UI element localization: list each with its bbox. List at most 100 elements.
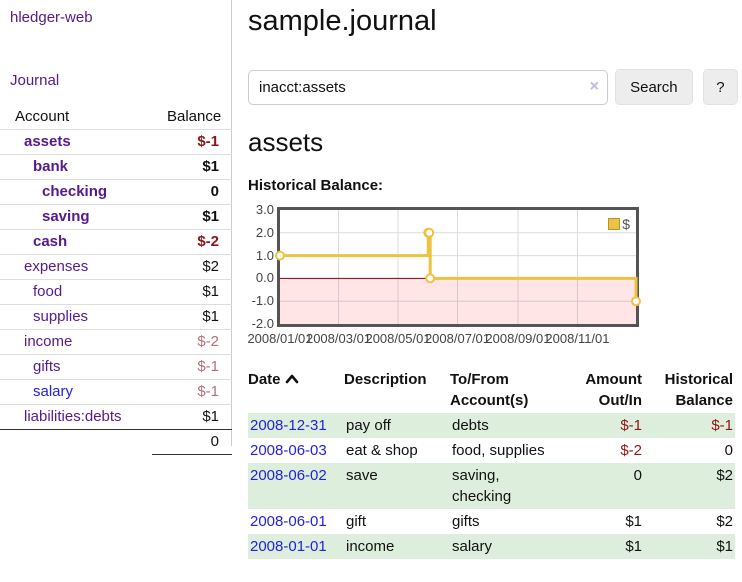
transaction-balance: $-1 [711,417,733,434]
x-tick-label: 2008/11/01 [545,331,610,346]
account-row: cash $-2 [0,229,232,254]
register-row: 2008-06-02 save saving, checking 0 $2 [248,463,735,509]
account-link-bank[interactable]: bank [33,158,69,175]
register-row: 2008-01-01 income salary $1 $1 [248,534,735,559]
transaction-balance: $2 [716,467,733,484]
transaction-amount: 0 [633,467,642,484]
transaction-date-link[interactable]: 2008-01-01 [250,538,327,555]
account-row: salary $-1 [0,379,232,404]
y-tick-label: 1.0 [255,247,274,263]
account-link-cash[interactable]: cash [33,233,68,250]
account-link-assets[interactable]: assets [24,133,71,150]
transaction-description: eat & shop [346,442,418,459]
x-tick-label: 2008/03/01 [305,331,372,346]
account-link-salary[interactable]: salary [33,383,74,400]
transaction-description: gift [346,513,367,530]
account-balance: $1 [202,308,219,325]
account-link-income[interactable]: income [24,333,73,350]
transaction-accounts: debts [452,417,489,434]
account-balance: $1 [202,283,219,300]
legend-swatch-icon [608,218,621,230]
account-balance: $1 [202,408,219,425]
accounts-total-balance: 0 [152,429,232,455]
transaction-amount: $1 [625,513,642,530]
column-header-date[interactable]: Date [248,367,344,413]
account-row: assets $-1 [0,129,232,154]
sidebar: hledger-web Journal Account Balance asse… [0,0,232,455]
register-row: 2008-12-31 pay off debts $-1 $-1 [248,413,735,438]
y-tick-label: 2.0 [255,224,274,240]
account-row: gifts $-1 [0,354,232,379]
transaction-accounts: salary [452,538,493,555]
register-row: 2008-06-01 gift gifts $1 $2 [248,509,735,534]
account-balance: $1 [202,158,219,175]
accounts-total-row: 0 [0,429,232,455]
account-balance: $-2 [197,333,219,350]
register-header-row: Date Description To/From Account(s) Amou… [248,367,735,413]
column-header-balance: Historical Balance [664,371,733,409]
transaction-description: income [346,538,395,555]
x-tick-label: 2008/09/01 [485,331,551,346]
chart-canvas [275,210,641,324]
chart-title: Historical Balance: [248,177,384,194]
column-header-amount: Amount Out/In [585,371,642,409]
account-balance: $2 [202,258,219,275]
account-link-expenses[interactable]: expenses [24,258,89,275]
account-link-supplies[interactable]: supplies [33,308,89,325]
transaction-amount: $-2 [620,442,642,459]
account-row: saving $1 [0,204,232,229]
column-header-description: Description [344,371,427,388]
transaction-date-link[interactable]: 2008-06-01 [250,513,327,530]
clear-search-icon[interactable]: × [589,77,599,95]
search-form: × Search ? [248,69,738,105]
account-link-gifts[interactable]: gifts [33,358,61,375]
page-title: sample.journal [248,5,437,37]
account-balance: $1 [202,208,219,225]
account-link-food[interactable]: food [33,283,63,300]
account-balance: $-1 [197,133,219,150]
register-row: 2008-06-03 eat & shop food, supplies $-2… [248,438,735,463]
account-row: income $-2 [0,329,232,354]
account-balance: $-1 [197,358,219,375]
account-row: supplies $1 [0,304,232,329]
column-header-accounts: To/From Account(s) [450,371,529,409]
transaction-balance: 0 [724,442,733,459]
balance-col-header: Balance [167,107,222,125]
account-row: expenses $2 [0,254,232,279]
transaction-accounts: saving, checking [452,467,512,505]
accounts-table: Account Balance assets $-1 bank $1 checkin… [0,104,232,455]
help-button[interactable]: ? [702,69,738,105]
account-link-saving[interactable]: saving [42,208,90,225]
transaction-amount: $1 [625,538,642,555]
y-tick-label: 3.0 [255,202,274,217]
x-tick-label: 2008/05/01 [365,331,431,346]
accounts-col-header: Account [15,107,70,125]
legend-label: $ [622,216,630,232]
balance-chart: $ 3.0 2.0 1.0 0.0 -1.0 -2.0 2008/01/01 2008/03… [247,202,728,349]
register-table: Date Description To/From Account(s) Amou… [248,367,735,559]
account-link-checking[interactable]: checking [42,183,108,200]
account-heading: assets [248,127,324,157]
transaction-date-link[interactable]: 2008-06-02 [250,467,327,484]
chart-legend: $ [608,216,630,232]
sidebar-item-journal[interactable]: Journal [10,72,60,89]
app-brand-link[interactable]: hledger-web [10,9,93,26]
main-content: sample.journal × Search ? assets Histori… [247,0,738,559]
account-row: liabilities:debts $1 [0,404,232,429]
transaction-date-link[interactable]: 2008-12-31 [250,417,327,434]
transaction-accounts: gifts [452,513,480,530]
transaction-description: pay off [346,417,391,434]
transaction-accounts: food, supplies [452,442,545,459]
account-link-liabilities-debts[interactable]: liabilities:debts [24,408,122,425]
account-balance: $-2 [197,233,219,250]
account-row: checking 0 [0,179,232,204]
account-row: food $1 [0,279,232,304]
account-row: bank $1 [0,154,232,179]
chart-plot-area: $ [275,207,641,327]
transaction-amount: $-1 [620,417,642,434]
account-balance: $-1 [197,383,219,400]
search-button[interactable]: Search [615,69,693,105]
search-input[interactable] [248,69,608,105]
transaction-date-link[interactable]: 2008-06-03 [250,442,327,459]
y-tick-label: -2.0 [251,316,274,331]
